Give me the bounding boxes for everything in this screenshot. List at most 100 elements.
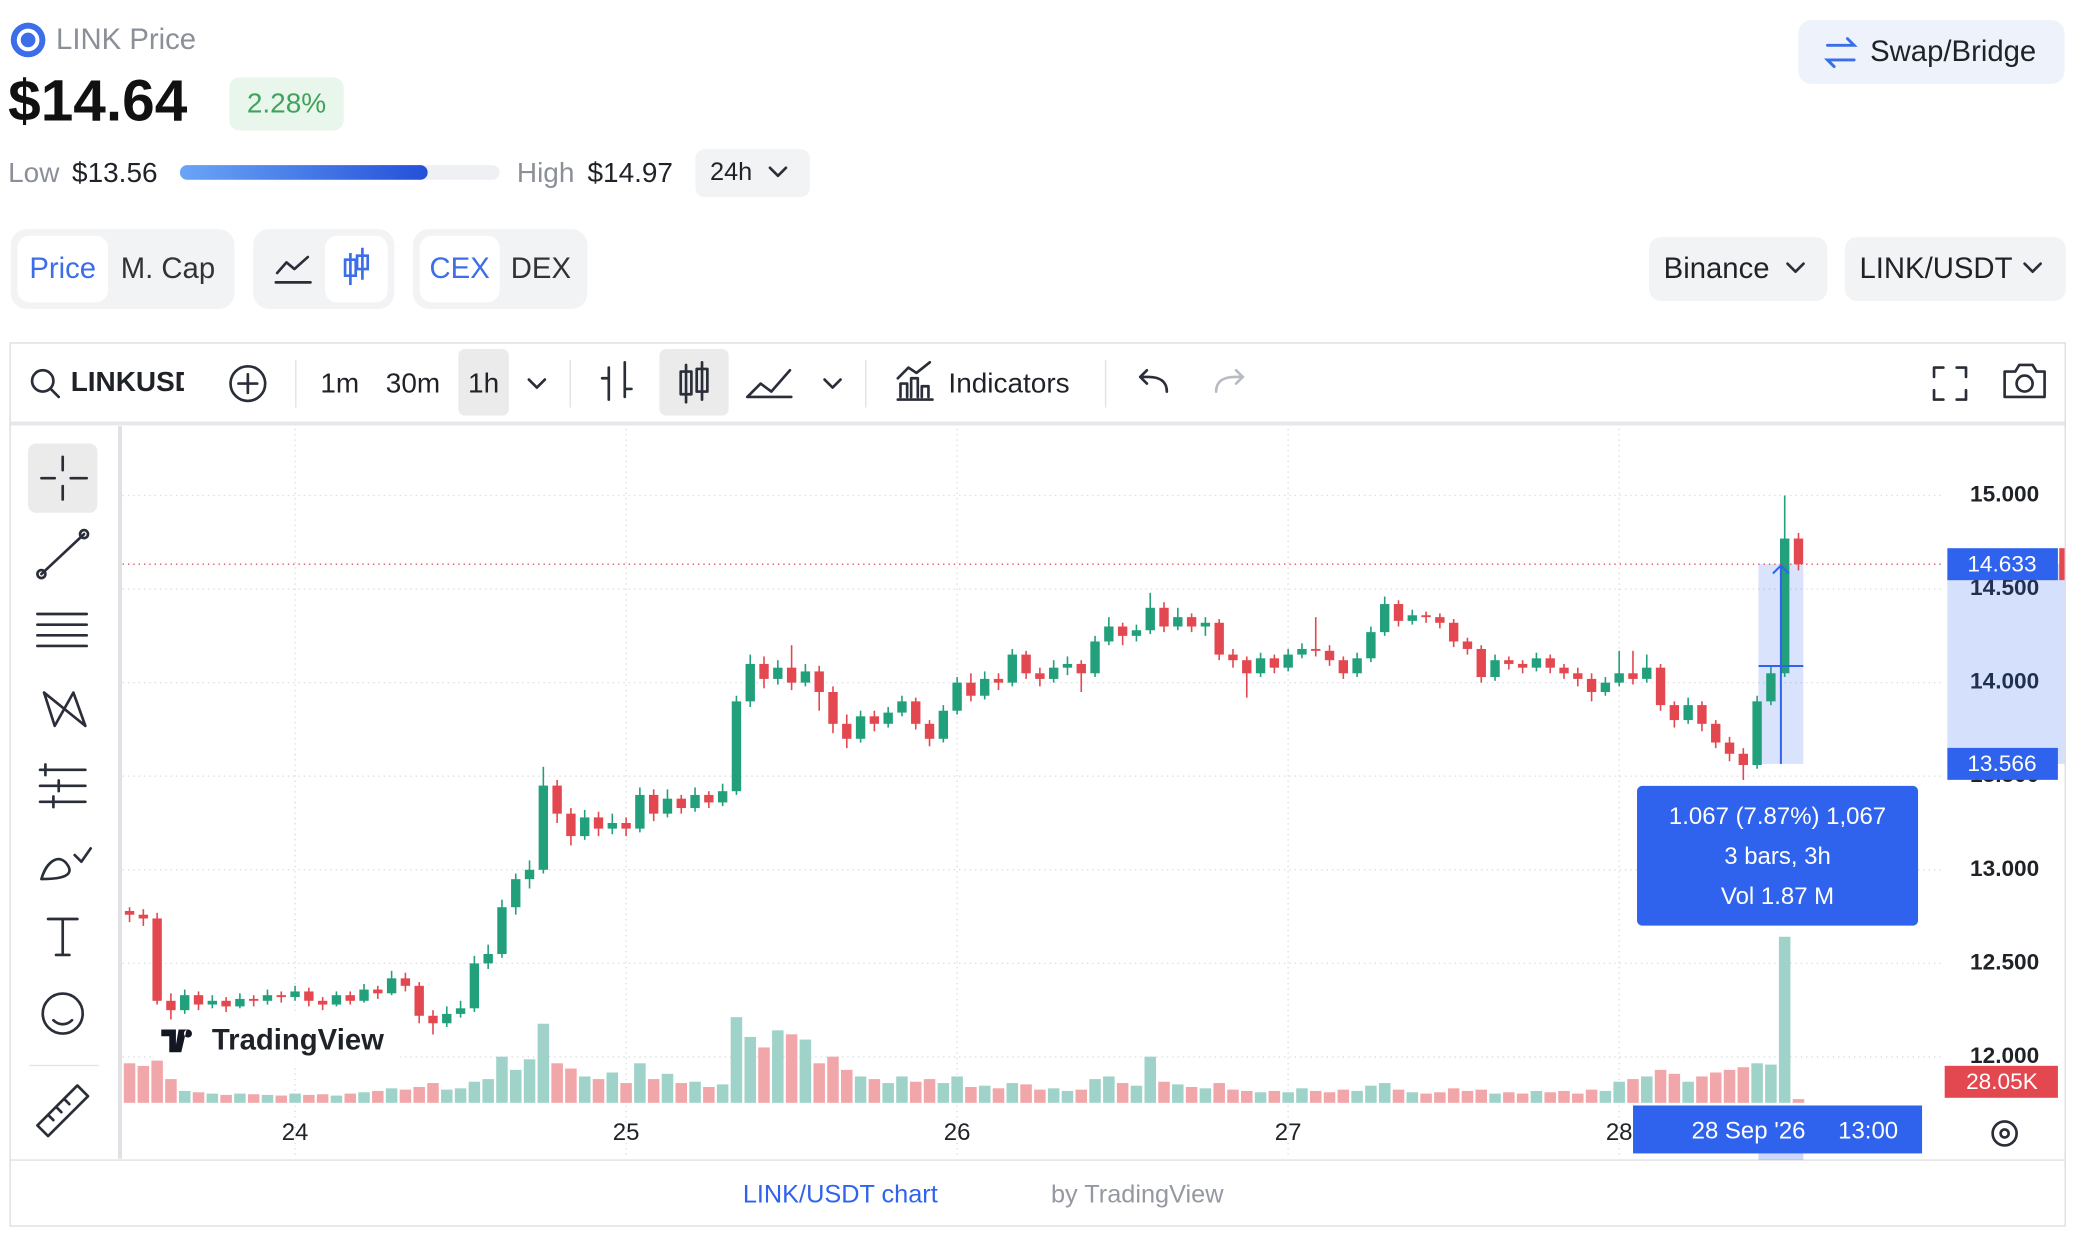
trendline-tool[interactable]: [40, 532, 86, 576]
camera-icon[interactable]: [2003, 363, 2046, 399]
candle-body: [1117, 626, 1128, 636]
forecast-tool[interactable]: [38, 763, 87, 809]
candle-body: [359, 989, 369, 1001]
volume-bar: [634, 1063, 646, 1103]
candle-body: [317, 1000, 328, 1005]
exchange[interactable]: Binance: [1664, 252, 1770, 285]
crosshair-label-bg: [1633, 1105, 1923, 1154]
indicators-icon[interactable]: [896, 360, 934, 401]
candles-icon[interactable]: [679, 360, 709, 404]
volume-bar: [565, 1068, 577, 1103]
volume-bar: [137, 1065, 150, 1103]
candle-body: [138, 914, 149, 919]
area-icon[interactable]: [745, 368, 793, 399]
candle-view-icon[interactable]: [343, 247, 370, 286]
candle-body: [1173, 617, 1183, 627]
fib-tool[interactable]: [36, 612, 89, 648]
text-tool[interactable]: [46, 917, 79, 957]
interval[interactable]: 1m: [320, 367, 359, 398]
interval[interactable]: 1h: [468, 367, 499, 398]
emoji-tool[interactable]: [41, 992, 85, 1035]
line-view-icon[interactable]: [274, 255, 312, 284]
volume-bar: [1241, 1090, 1253, 1103]
volume-bar: [1172, 1084, 1184, 1103]
candle-body: [1214, 622, 1224, 655]
volume-bar: [261, 1094, 274, 1103]
volume-bar: [1420, 1093, 1432, 1103]
candle-body: [1090, 641, 1100, 674]
ruler-tool[interactable]: [36, 1084, 90, 1138]
candle-body: [152, 918, 162, 1001]
volume-bar: [772, 1030, 784, 1103]
volume-bar: [1227, 1089, 1239, 1103]
volume-bar: [813, 1063, 825, 1103]
period[interactable]: 24h: [710, 158, 752, 186]
volume-bar: [1627, 1079, 1639, 1103]
volume-bar: [1006, 1083, 1019, 1103]
volume-bar: [1503, 1092, 1515, 1103]
pair-select[interactable]: [1844, 237, 2066, 302]
chart-frame: [9, 342, 2066, 1227]
tab[interactable]: Price: [29, 252, 96, 285]
swap-button[interactable]: [1798, 19, 2065, 84]
redo-icon[interactable]: [1214, 368, 1245, 393]
candle-body: [290, 991, 300, 998]
settings-icon[interactable]: [1991, 1120, 2018, 1147]
chevron[interactable]: [527, 378, 547, 389]
volume-bar: [496, 1056, 508, 1103]
symbol[interactable]: LINKUSDT: [71, 366, 212, 397]
exchange-select[interactable]: [1649, 237, 1828, 302]
candle-body: [1476, 648, 1486, 678]
volume-bar: [799, 1039, 812, 1103]
volume-label-bg: [1944, 1065, 2058, 1098]
candle-body: [676, 798, 686, 809]
range-fill: [179, 165, 428, 180]
volume-bar: [1144, 1056, 1156, 1103]
volume-bar: [192, 1092, 205, 1103]
volume-bar: [730, 1017, 743, 1103]
candle-body: [1076, 663, 1086, 674]
volume-bar: [1213, 1083, 1225, 1103]
volume-bar: [234, 1093, 246, 1103]
compare-icon[interactable]: [229, 364, 267, 403]
volume-bar: [1516, 1093, 1529, 1103]
volume-bar: [1709, 1072, 1722, 1103]
volume-bar: [1792, 1099, 1805, 1103]
swap-label[interactable]: Swap/Bridge: [1870, 35, 2036, 68]
search-icon: [49, 387, 61, 399]
crosshair-tool[interactable]: [40, 455, 89, 501]
volume-bar: [868, 1079, 881, 1103]
tab[interactable]: CEX: [429, 252, 489, 285]
fullscreen-icon[interactable]: [1932, 366, 1968, 401]
search-icon[interactable]: [30, 368, 55, 393]
volume-bar: [661, 1073, 674, 1103]
bars-icon[interactable]: [600, 360, 633, 401]
brush-tool[interactable]: [40, 847, 93, 881]
tab[interactable]: M. Cap: [121, 252, 215, 285]
candle-body: [759, 663, 769, 679]
volume-bar: [551, 1063, 563, 1103]
crosshair-time: 13:00: [1838, 1117, 1898, 1144]
watermark: TradingView: [212, 1023, 384, 1056]
candle-body: [1283, 654, 1293, 668]
pair[interactable]: LINK/USDT: [1859, 252, 2012, 285]
volume-bar: [703, 1086, 715, 1103]
pattern-tool[interactable]: [42, 691, 87, 728]
candle-body: [1131, 630, 1142, 636]
chevron[interactable]: [823, 378, 842, 389]
interval[interactable]: 30m: [386, 367, 440, 398]
candle-body: [552, 785, 562, 814]
footer-link[interactable]: LINK/USDT chart: [743, 1181, 938, 1209]
volume-bar: [951, 1076, 963, 1103]
volume-bar: [1282, 1092, 1294, 1103]
indicators[interactable]: Indicators: [948, 367, 1069, 398]
measure-arrow: [1772, 564, 1790, 575]
undo-icon[interactable]: [1138, 368, 1169, 393]
candle-body: [1048, 667, 1059, 679]
period-select[interactable]: [695, 149, 810, 198]
tab[interactable]: DEX: [511, 252, 571, 285]
candle-body: [1600, 682, 1611, 693]
candle-body: [1517, 663, 1528, 668]
volume-bar: [1461, 1090, 1474, 1103]
volume-bar: [454, 1088, 467, 1103]
